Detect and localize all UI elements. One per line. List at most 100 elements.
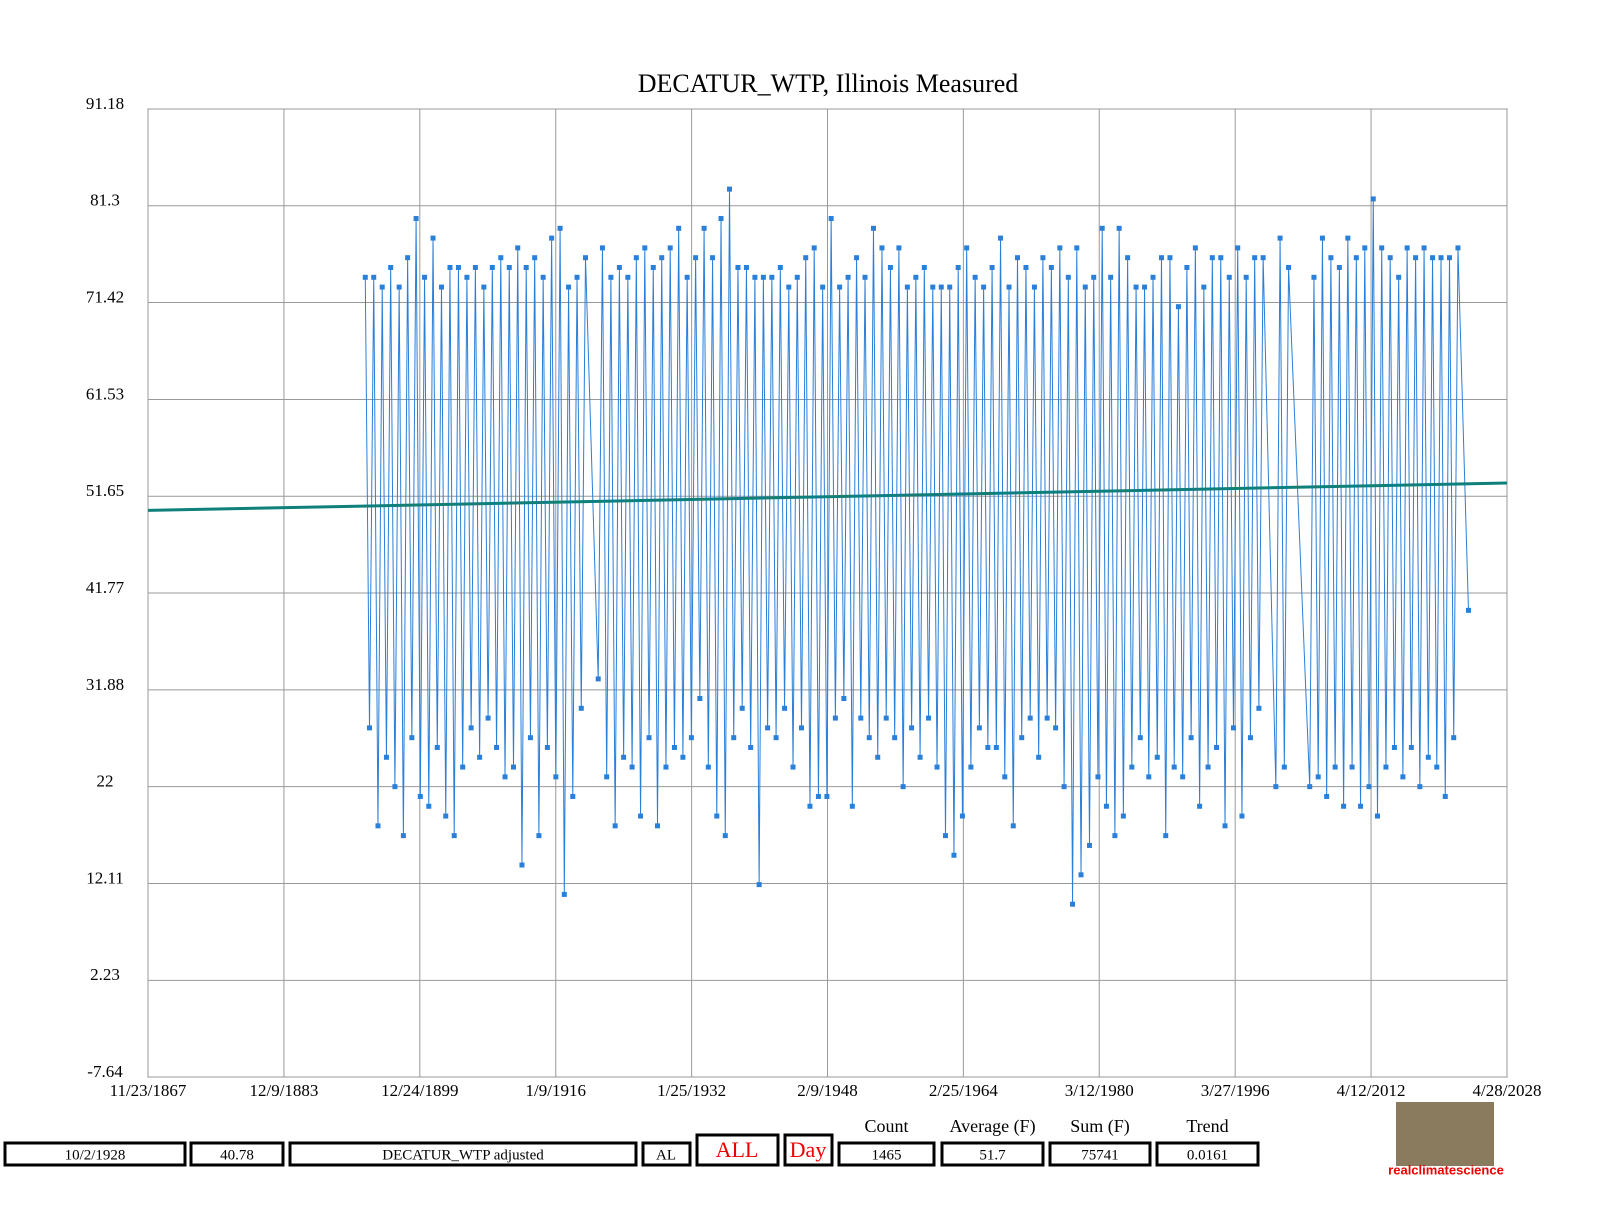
data-point: [942, 833, 948, 839]
data-point: [392, 784, 398, 790]
data-point: [913, 274, 919, 280]
data-point: [523, 264, 529, 270]
data-point: [1277, 235, 1283, 241]
data-point: [921, 264, 927, 270]
data-point: [663, 764, 669, 770]
y-tick-label: 2.23: [90, 965, 120, 984]
data-line: [364, 189, 1469, 905]
data-point: [1362, 245, 1368, 251]
data-point: [841, 695, 847, 701]
data-point: [1374, 813, 1380, 819]
data-point: [642, 245, 648, 251]
data-point: [1082, 284, 1088, 290]
data-point: [1370, 196, 1376, 202]
data-point: [451, 833, 457, 839]
data-point: [798, 725, 804, 731]
data-point: [1353, 255, 1359, 261]
data-point: [1442, 793, 1448, 799]
data-point: [1260, 255, 1266, 261]
input-box[interactable]: [288, 1141, 638, 1167]
data-point: [879, 245, 885, 251]
data-point: [820, 284, 826, 290]
data-point: [1247, 735, 1253, 741]
input-box[interactable]: [189, 1141, 285, 1167]
data-point: [498, 255, 504, 261]
data-point: [434, 744, 440, 750]
data-point: [786, 284, 792, 290]
data-point: [1074, 245, 1080, 251]
logo-image: [1396, 1102, 1494, 1166]
data-point: [718, 216, 724, 222]
stat-label: Trend: [1186, 1116, 1228, 1136]
data-point: [616, 264, 622, 270]
data-point: [710, 255, 716, 261]
data-point: [1243, 274, 1249, 280]
data-point: [731, 735, 737, 741]
data-point: [604, 774, 610, 780]
data-point: [536, 833, 542, 839]
data-point: [464, 274, 470, 280]
data-point: [807, 803, 813, 809]
data-point: [413, 216, 419, 222]
y-tick-label: 51.65: [86, 481, 124, 500]
data-point: [1379, 245, 1385, 251]
input-box[interactable]: [3, 1141, 187, 1167]
x-tick-label: 4/28/2028: [1473, 1081, 1542, 1100]
data-point: [1019, 735, 1025, 741]
data-point: [1201, 284, 1207, 290]
data-point: [1057, 245, 1063, 251]
data-point: [1197, 803, 1203, 809]
data-point: [904, 284, 910, 290]
data-point: [532, 255, 538, 261]
data-point: [1125, 255, 1131, 261]
data-point: [1002, 774, 1008, 780]
data-point: [854, 255, 860, 261]
trend-line: [147, 481, 1508, 512]
data-point: [506, 264, 512, 270]
data-point: [400, 833, 406, 839]
input-box[interactable]: [641, 1141, 692, 1167]
data-point: [782, 705, 788, 711]
data-point: [1031, 284, 1037, 290]
data-point: [735, 264, 741, 270]
data-point: [1315, 774, 1321, 780]
data-point: [612, 823, 618, 829]
data-point: [866, 735, 872, 741]
logo-text: realclimatescience: [1388, 1162, 1504, 1177]
data-point: [981, 284, 987, 290]
data-point: [566, 284, 572, 290]
stat-label: Count: [864, 1116, 908, 1136]
value-field: 40.78: [220, 1147, 254, 1163]
data-point: [972, 274, 978, 280]
data-point: [1332, 764, 1338, 770]
data-point: [896, 245, 902, 251]
data-point: [650, 264, 656, 270]
data-point: [1133, 284, 1139, 290]
data-point: [1391, 744, 1397, 750]
data-point: [362, 274, 368, 280]
data-point: [375, 823, 381, 829]
data-point: [701, 225, 707, 231]
data-point: [1465, 607, 1471, 613]
data-point: [1286, 264, 1292, 270]
data-point: [443, 813, 449, 819]
data-point: [667, 245, 673, 251]
data-point: [1040, 255, 1046, 261]
mode-button[interactable]: [783, 1133, 834, 1167]
data-point: [998, 235, 1004, 241]
data-point: [1252, 255, 1258, 261]
data-point: [722, 833, 728, 839]
data-point: [671, 744, 677, 750]
range-button-label: ALL: [716, 1137, 759, 1162]
data-point: [1366, 784, 1372, 790]
data-point: [553, 774, 559, 780]
data-point: [1053, 725, 1059, 731]
data-point: [1048, 264, 1054, 270]
range-button[interactable]: [695, 1133, 780, 1167]
data-point: [1184, 264, 1190, 270]
data-point: [405, 255, 411, 261]
data-point: [1451, 735, 1457, 741]
data-point: [1311, 274, 1317, 280]
data-point: [646, 735, 652, 741]
